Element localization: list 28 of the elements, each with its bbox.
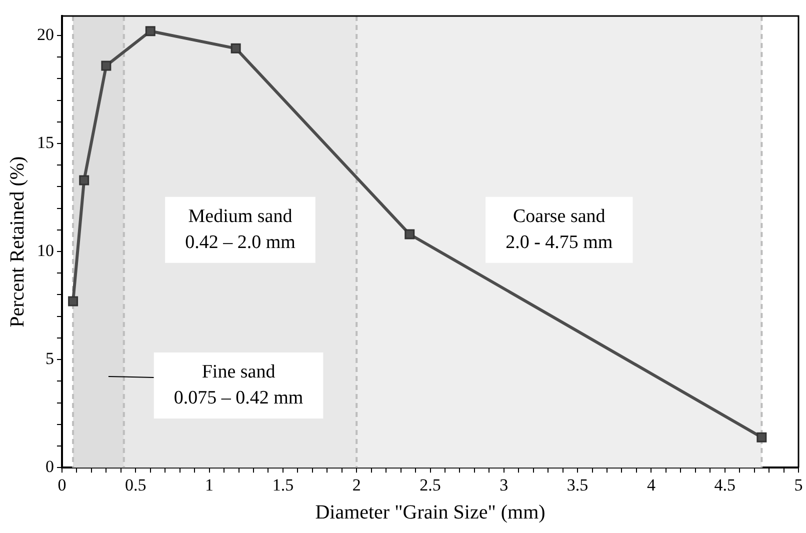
y-tick-label: 10 xyxy=(37,240,54,260)
y-tick-label: 0 xyxy=(46,457,54,476)
band-label: Fine sand 0.075 – 0.42 mm xyxy=(174,361,304,408)
x-tick-label: 3.5 xyxy=(566,475,588,494)
x-tick-label: 0 xyxy=(58,475,66,494)
y-tick-label: 15 xyxy=(37,132,54,152)
x-axis-title: Diameter "Grain Size" (mm) xyxy=(315,501,546,524)
point xyxy=(230,43,241,54)
x-tick-label: 3 xyxy=(500,475,508,494)
point xyxy=(756,432,767,442)
point xyxy=(145,26,156,36)
point xyxy=(79,175,90,186)
point xyxy=(68,296,78,306)
x-tick-label: 1 xyxy=(205,475,214,494)
y-tick-label: 20 xyxy=(37,24,54,44)
x-tick-label: 0.5 xyxy=(125,475,146,494)
x-tick-label: 2.5 xyxy=(420,475,441,494)
point xyxy=(101,60,112,71)
x-tick-label: 2 xyxy=(352,475,361,494)
y-axis-title: Percent Retained (%) xyxy=(6,156,28,328)
y-tick-label: 5 xyxy=(46,349,54,368)
band-label: Coarse sand 2.0 - 4.75 mm xyxy=(506,206,613,253)
x-tick-label: 1.5 xyxy=(272,475,294,494)
x-tick-label: 4 xyxy=(646,475,656,494)
band-label: Medium sand 0.42 – 2.0 mm xyxy=(185,206,296,253)
x-tick-label: 5 xyxy=(794,475,803,494)
point xyxy=(404,229,415,240)
x-tick-label: 4.5 xyxy=(714,475,736,494)
